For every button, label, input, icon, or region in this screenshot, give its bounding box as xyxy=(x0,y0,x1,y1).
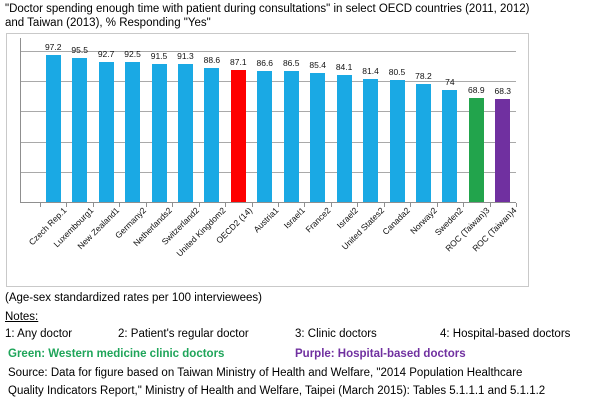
source-line-2: Quality Indicators Report," Ministry of … xyxy=(8,385,546,397)
note-any-doctor: 1: Any doctor xyxy=(5,328,73,340)
notes-heading: Notes: xyxy=(5,311,39,323)
purple-legend-note: Purple: Hospital-based doctors xyxy=(295,348,466,360)
note-regular-doctor: 2: Patient's regular doctor xyxy=(118,328,249,340)
figure-title: "Doctor spending enough time with patien… xyxy=(5,3,597,30)
figure-title-line-1: "Doctor spending enough time with patien… xyxy=(5,3,530,15)
figure-title-line-2: and Taiwan (2013), % Responding "Yes" xyxy=(5,16,211,29)
chart-frame xyxy=(6,33,529,287)
note-clinic-doctors: 3: Clinic doctors xyxy=(295,328,377,340)
note-hospital-doctors: 4: Hospital-based doctors xyxy=(440,328,571,340)
green-legend-note: Green: Western medicine clinic doctors xyxy=(8,348,225,360)
source-line-1: Source: Data for figure based on Taiwan … xyxy=(8,367,523,379)
rates-note: (Age-sex standardized rates per 100 inte… xyxy=(5,292,262,304)
